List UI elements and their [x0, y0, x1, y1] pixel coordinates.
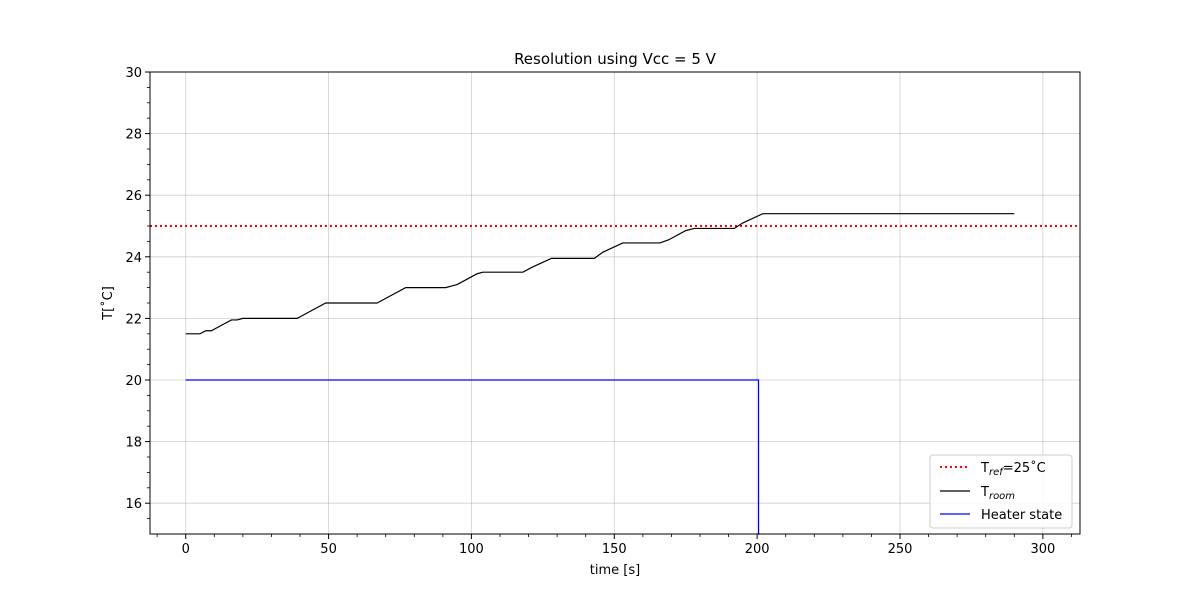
y-tick-label: 20 — [125, 374, 142, 389]
legend-heater-label: Heater state — [981, 508, 1062, 523]
y-tick-label: 26 — [125, 189, 142, 204]
legend-room-base: T — [980, 485, 989, 500]
y-tick-label: 16 — [125, 497, 142, 512]
x-tick-label: 50 — [320, 542, 337, 557]
legend-room-sub: room — [989, 491, 1015, 502]
legend-room-label: Troom — [980, 485, 1015, 502]
x-tick-label: 100 — [459, 542, 484, 557]
y-tick-label: 18 — [125, 436, 142, 451]
y-tick-label: 22 — [125, 312, 142, 327]
series-line-room-temperature — [185, 213, 1015, 335]
x-tick-label: 300 — [1030, 542, 1055, 557]
y-tick-label: 28 — [125, 128, 142, 143]
legend-box — [929, 454, 1073, 529]
chart-title: Resolution using Vcc = 5 V — [514, 50, 717, 68]
x-tick-label: 200 — [745, 542, 770, 557]
legend-ref-base: T — [980, 461, 989, 476]
grid — [150, 71, 1080, 534]
legend-ref-label: Tref=25˚C — [980, 460, 1046, 478]
x-tick-label: 250 — [888, 542, 913, 557]
legend-ref-suffix: =25˚C — [1003, 460, 1046, 476]
y-tick-label: 30 — [125, 66, 142, 81]
x-tick-label: 0 — [182, 542, 190, 557]
y-axis-label: T[˚C] — [100, 286, 116, 321]
x-axis-label: time [s] — [590, 563, 640, 578]
legend-ref-sub: ref — [989, 467, 1004, 478]
series-line-heater-state — [185, 379, 760, 535]
x-tick-label: 150 — [602, 542, 627, 557]
y-tick-label: 24 — [125, 251, 142, 266]
axis-ticks: 0 50 100 150 200 250 300 16 18 20 22 24 26 28 30 — [125, 66, 1072, 557]
legend: Tref=25˚C Troom Heater state — [929, 454, 1073, 529]
